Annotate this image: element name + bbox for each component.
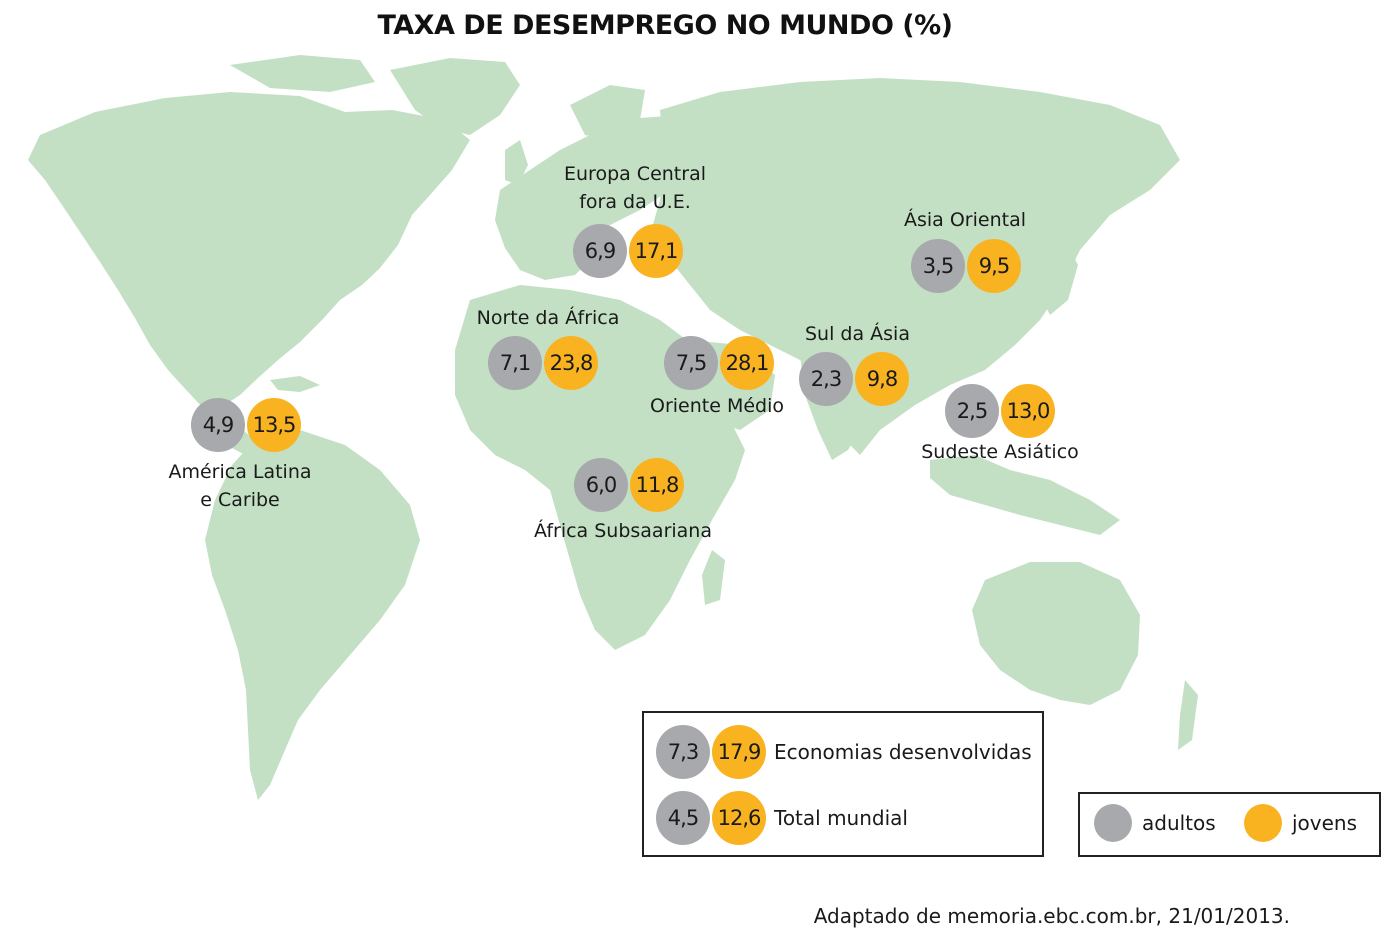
adult-rate-circle: 4,9 <box>191 398 245 452</box>
region-label-europa-central: Europa Central fora da U.E. <box>564 163 706 213</box>
youth-rate-circle: 13,0 <box>1001 384 1055 438</box>
youth-rate-circle: 9,8 <box>855 352 909 406</box>
southeast-asia-islands <box>930 455 1120 535</box>
page-title: TAXA DE DESEMPREGO NO MUNDO (%) <box>377 10 953 41</box>
legend-box: adultos jovens <box>1078 792 1381 857</box>
summary-label: Total mundial <box>774 806 908 830</box>
youth-rate-circle: 12,6 <box>712 791 766 845</box>
region-label-norte-da-africa: Norte da África <box>476 307 620 329</box>
australia-landmass <box>972 562 1140 705</box>
region-values-sul-da-asia: 2,3 9,8 <box>799 352 909 406</box>
region-values-asia-oriental: 3,5 9,5 <box>911 239 1021 293</box>
youth-rate-circle: 17,1 <box>629 224 683 278</box>
legend-item-jovens: jovens <box>1244 804 1357 842</box>
region-values-norte-da-africa: 7,1 23,8 <box>488 336 598 390</box>
arctic-islands <box>230 55 375 92</box>
adult-rate-circle: 3,5 <box>911 239 965 293</box>
summary-row-economias: 7,3 17,9 Economias desenvolvidas <box>656 725 1032 779</box>
summary-row-total: 4,5 12,6 Total mundial <box>656 791 908 845</box>
new-zealand-landmass <box>1178 680 1198 750</box>
summary-label: Economias desenvolvidas <box>774 740 1032 764</box>
scandinavia-landmass <box>570 85 645 140</box>
caribbean-islands <box>270 376 320 392</box>
adult-swatch-icon <box>1094 804 1132 842</box>
summary-box: 7,3 17,9 Economias desenvolvidas 4,5 12,… <box>642 711 1044 857</box>
legend-item-adultos: adultos <box>1094 804 1216 842</box>
uk-landmass <box>505 140 528 185</box>
region-values-europa-central: 6,9 17,1 <box>573 224 683 278</box>
legend-label-adultos: adultos <box>1142 811 1216 835</box>
youth-rate-circle: 17,9 <box>712 725 766 779</box>
region-values-africa-subsaariana: 6,0 11,8 <box>574 458 684 512</box>
region-values-oriente-medio: 7,5 28,1 <box>664 336 774 390</box>
region-label-sul-da-asia: Sul da Ásia <box>805 323 910 345</box>
adult-rate-circle: 6,9 <box>573 224 627 278</box>
adult-rate-circle: 7,3 <box>656 725 710 779</box>
youth-rate-circle: 9,5 <box>967 239 1021 293</box>
youth-rate-circle: 11,8 <box>630 458 684 512</box>
youth-rate-circle: 13,5 <box>247 398 301 452</box>
adult-rate-circle: 7,5 <box>664 336 718 390</box>
greenland-landmass <box>390 58 520 135</box>
region-values-america-latina: 4,9 13,5 <box>191 398 301 452</box>
north-america-landmass <box>28 92 470 410</box>
south-america-landmass <box>205 430 420 800</box>
europe-landmass <box>495 115 700 280</box>
adult-rate-circle: 4,5 <box>656 791 710 845</box>
region-label-africa-subsaariana: África Subsaariana <box>534 520 712 542</box>
japan-landmass <box>1040 240 1078 315</box>
youth-swatch-icon <box>1244 804 1282 842</box>
youth-rate-circle: 23,8 <box>544 336 598 390</box>
legend-label-jovens: jovens <box>1292 811 1358 835</box>
source-note: Adaptado de memoria.ebc.com.br, 21/01/20… <box>813 904 1290 928</box>
adult-rate-circle: 2,3 <box>799 352 853 406</box>
region-label-oriente-medio: Oriente Médio <box>649 395 784 417</box>
adult-rate-circle: 6,0 <box>574 458 628 512</box>
region-label-asia-oriental: Ásia Oriental <box>903 209 1026 231</box>
youth-rate-circle: 28,1 <box>720 336 774 390</box>
adult-rate-circle: 7,1 <box>488 336 542 390</box>
madagascar-landmass <box>702 550 725 605</box>
region-label-america-latina: América Latina e Caribe <box>168 461 312 511</box>
region-values-sudeste-asiatico: 2,5 13,0 <box>945 384 1055 438</box>
adult-rate-circle: 2,5 <box>945 384 999 438</box>
region-label-sudeste-asiatico: Sudeste Asiático <box>921 441 1079 463</box>
